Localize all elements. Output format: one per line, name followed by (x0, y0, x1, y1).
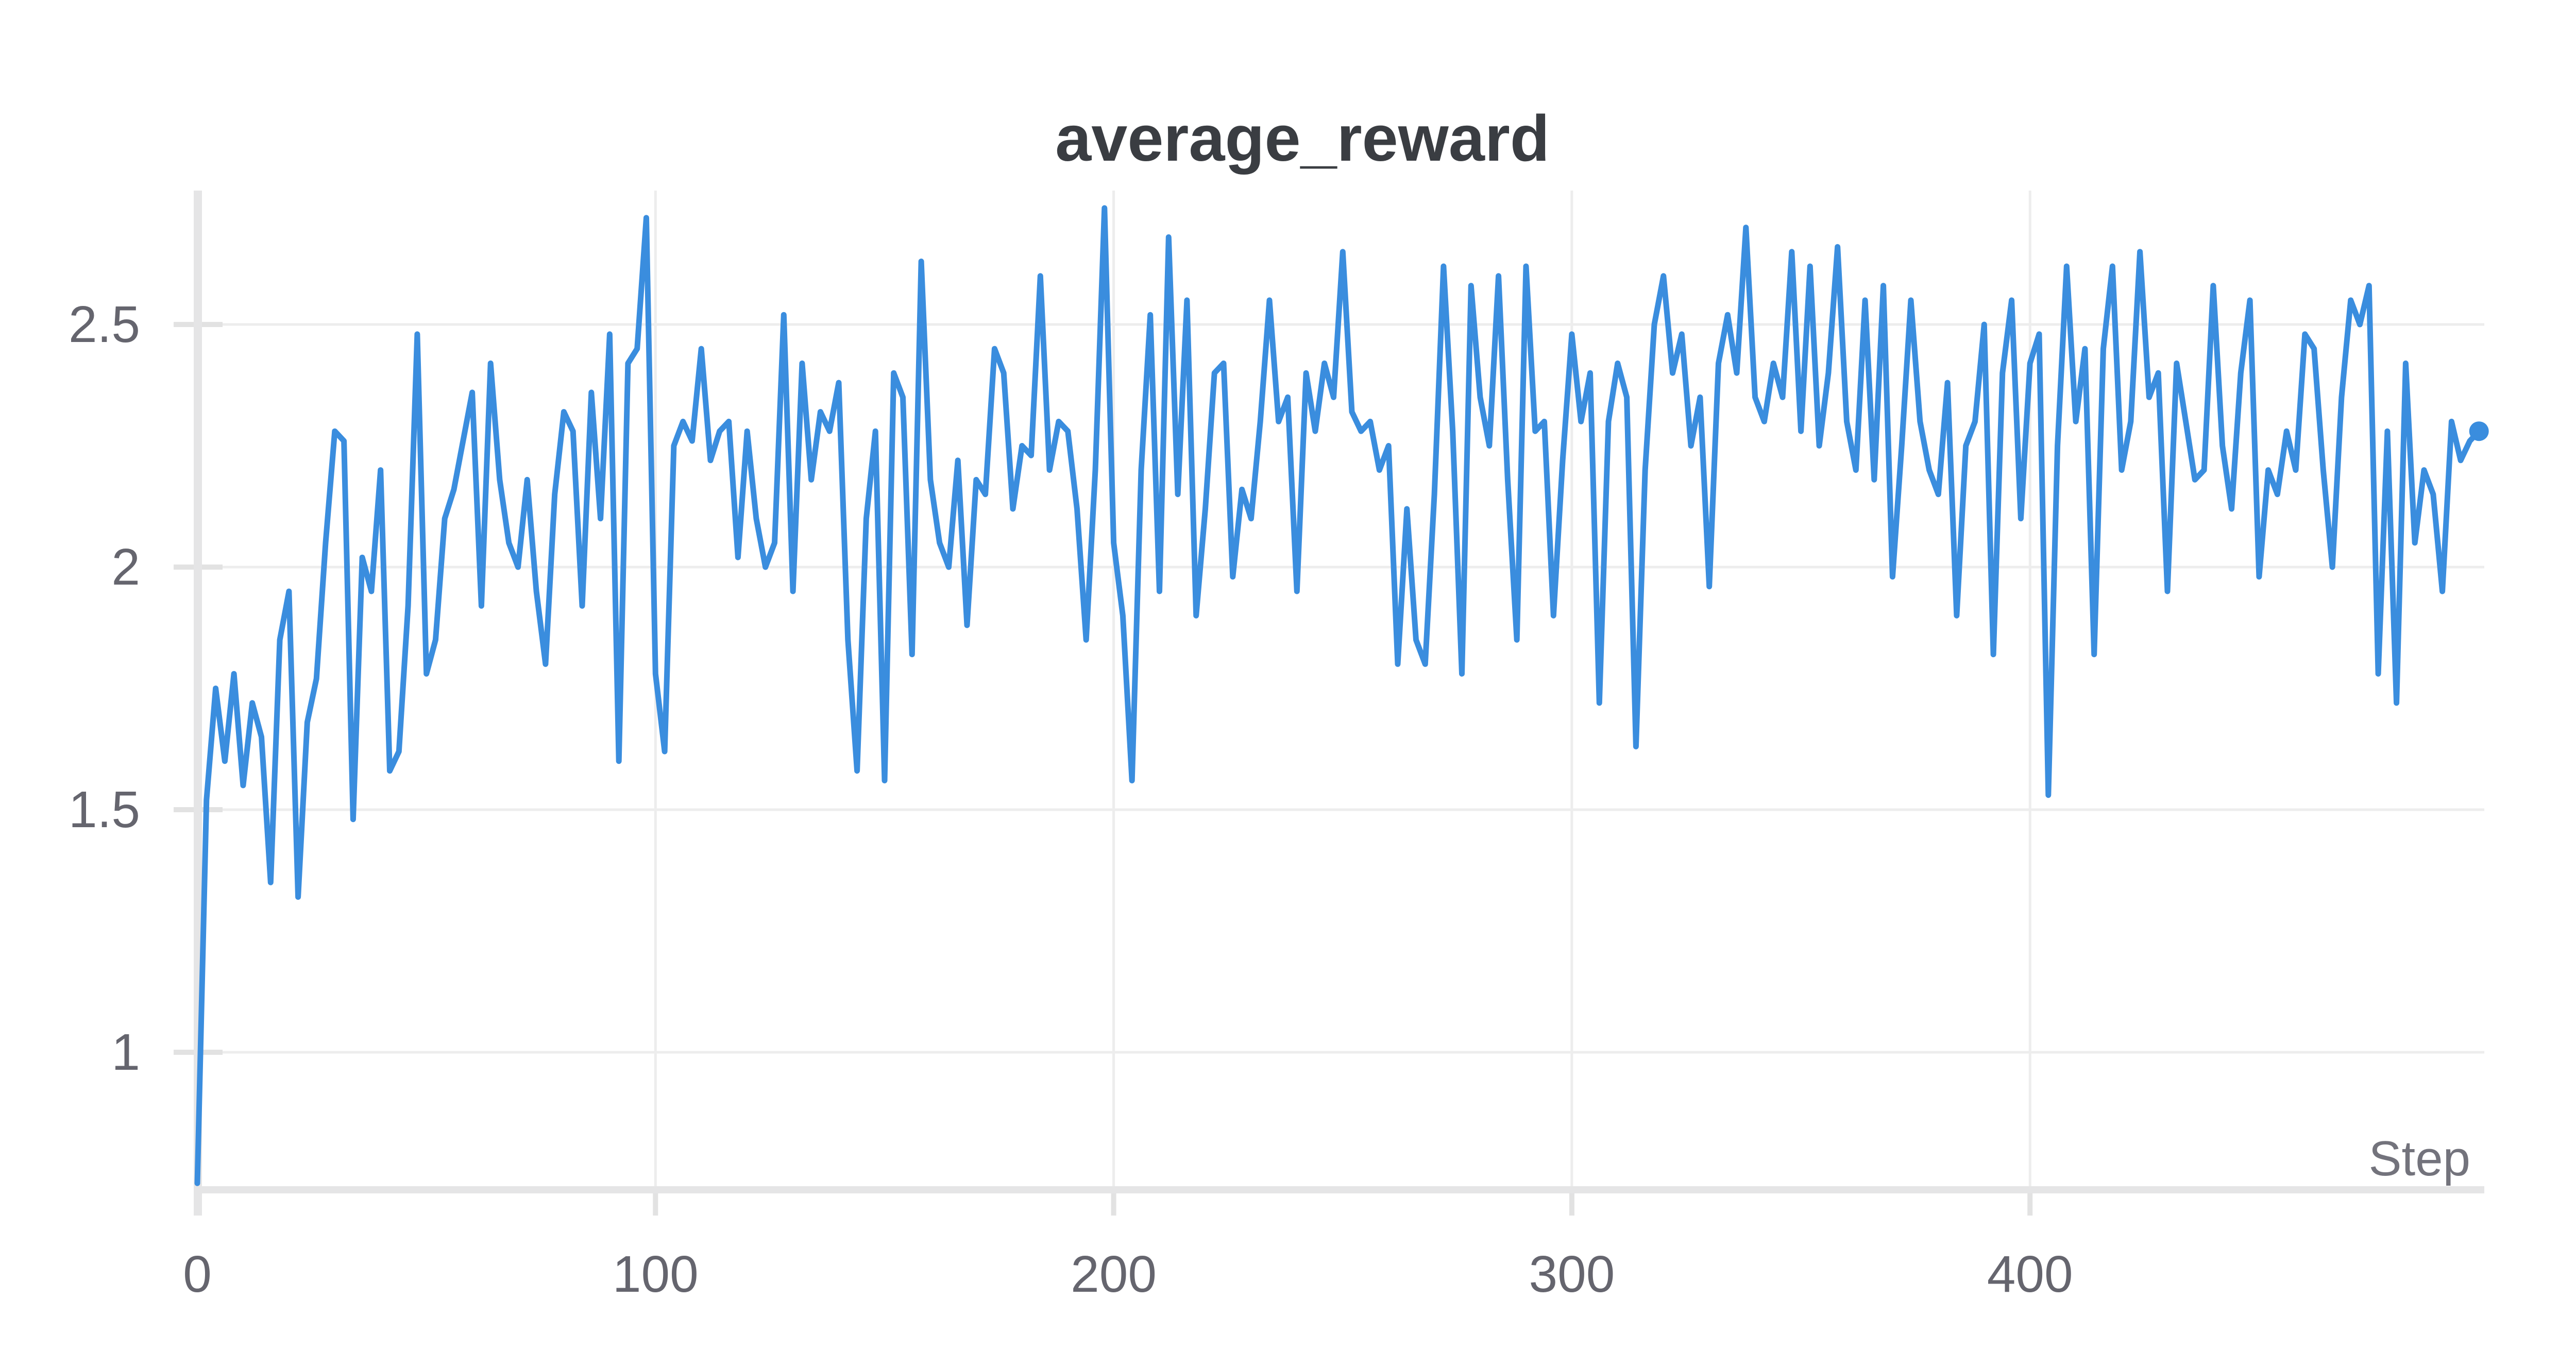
y-gridline (197, 808, 2484, 811)
x-tick-mark (2027, 1186, 2033, 1216)
x-tick-label: 0 (183, 1245, 212, 1303)
x-tick-label: 200 (1071, 1245, 1157, 1303)
y-gridline (197, 566, 2484, 569)
x-tick-mark (1569, 1186, 1574, 1216)
x-gridline (1112, 191, 1115, 1186)
x-tick-mark (1111, 1186, 1116, 1216)
y-tick-label: 1.5 (69, 781, 140, 839)
x-axis-title: Step (2369, 1131, 2470, 1186)
gridlines-group (197, 191, 2484, 1186)
chart-title: average_reward (1055, 102, 1550, 175)
y-tick-label: 1 (111, 1023, 140, 1081)
y-gridline (197, 1051, 2484, 1054)
x-tick-label: 400 (1987, 1245, 2073, 1303)
y-tick-label: 2 (111, 538, 140, 596)
reward-line-series[interactable] (194, 205, 2482, 1186)
x-gridline (2028, 191, 2031, 1186)
x-tick-label: 300 (1529, 1245, 1615, 1303)
x-tick-label: 100 (613, 1245, 699, 1303)
labels-group: 1 1.5 2 2.5 0 100 200 300 400 (69, 296, 2073, 1303)
x-tick-mark (653, 1186, 658, 1216)
x-gridline (1570, 191, 1573, 1186)
x-axis-line (194, 1186, 2484, 1193)
last-point-marker[interactable] (2469, 421, 2489, 441)
series-group (194, 205, 2489, 1186)
y-tick-label: 2.5 (69, 296, 140, 353)
